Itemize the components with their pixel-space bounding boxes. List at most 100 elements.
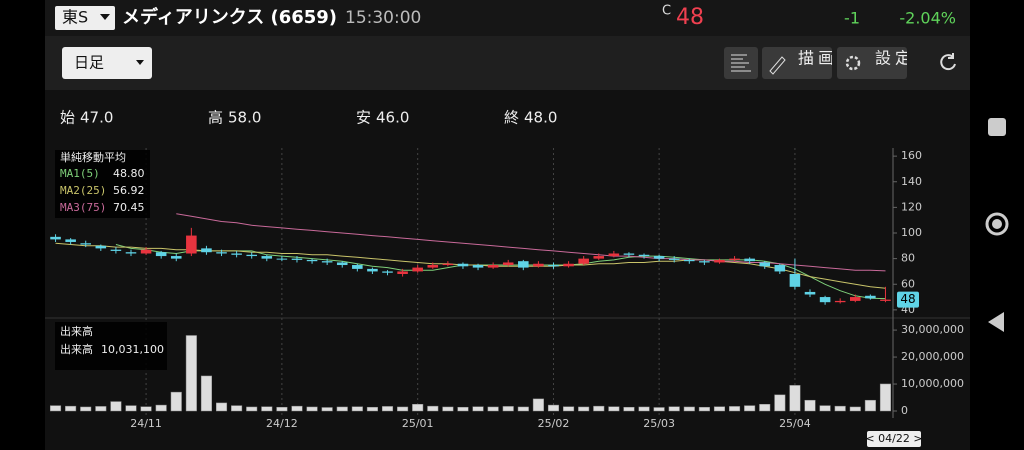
candle-body: [442, 263, 454, 266]
volume-bar: [698, 406, 710, 412]
volume-bar: [774, 394, 786, 412]
candle-body: [216, 252, 227, 254]
legend-title: 単純移動平均: [60, 150, 126, 164]
ohlc-label: 始: [60, 109, 75, 127]
volume-bar: [502, 406, 514, 412]
nav-back[interactable]: [988, 312, 1004, 332]
nav-recents[interactable]: [988, 118, 1006, 136]
ohlc-value: 58.0: [228, 109, 261, 127]
gear-icon: [845, 55, 861, 71]
legend-name: MA1(5): [60, 167, 100, 180]
candle-body: [231, 253, 242, 255]
ohlc-value: 48.0: [524, 109, 557, 127]
volume-bar: [185, 335, 197, 412]
volume-bar: [759, 404, 771, 412]
ohlc-label: 高: [208, 109, 223, 127]
volume-bar: [864, 399, 876, 412]
nav-home[interactable]: [985, 212, 1009, 236]
candle-body: [548, 265, 559, 267]
candle-body: [261, 256, 273, 259]
market-dropdown[interactable]: [55, 6, 115, 30]
candle-body: [155, 252, 167, 257]
candle-body: [170, 256, 182, 259]
candle-body: [865, 295, 876, 299]
candle-body: [472, 265, 484, 268]
volume-bar: [668, 406, 680, 412]
volume-legend-name: 出来高: [60, 342, 93, 356]
candle-body: [668, 258, 680, 260]
x-tick-label: 25/02: [538, 417, 570, 430]
candle-body: [502, 262, 514, 266]
volume-bar: [593, 405, 605, 412]
volume-bar: [80, 406, 92, 412]
candle-body: [593, 256, 605, 259]
volume-bar: [231, 405, 243, 412]
candle-body: [427, 265, 439, 268]
candle-body: [140, 249, 152, 254]
y-tick-label: 80: [901, 252, 915, 265]
chart-background: [45, 90, 970, 450]
price: 48: [676, 5, 704, 30]
volume-bar: [819, 405, 831, 412]
volume-tick-label: 0: [901, 404, 908, 417]
settings-label: 設定: [875, 49, 915, 68]
volume-bar: [65, 405, 77, 412]
volume-bar: [306, 406, 318, 412]
candle-body: [321, 261, 333, 263]
change-pct: -2.04%: [899, 9, 956, 28]
volume-bar: [744, 405, 756, 412]
candle-body: [65, 239, 76, 242]
y-tick-label: 60: [901, 277, 915, 290]
ohlc-value: 47.0: [80, 109, 113, 127]
volume-bar: [638, 406, 650, 412]
volume-bar: [683, 406, 695, 412]
candle-body: [291, 258, 303, 260]
candle-body: [352, 265, 363, 269]
candle-body: [638, 254, 650, 257]
candle-body: [699, 261, 710, 263]
volume-bar: [457, 406, 469, 412]
y-tick-label: 140: [901, 175, 922, 188]
volume-bar: [472, 406, 484, 412]
ohlc-label: 終: [504, 109, 519, 127]
volume-bar: [110, 401, 122, 412]
volume-bar: [427, 405, 439, 412]
candle-body: [729, 258, 740, 260]
volume-bar: [578, 406, 590, 412]
candle-body: [487, 265, 499, 268]
candle-body: [246, 254, 257, 257]
legend-name: MA3(75): [60, 201, 106, 214]
refresh-button[interactable]: [940, 53, 956, 71]
candle-body: [819, 297, 831, 303]
indicator-icon: [731, 54, 751, 72]
volume-legend-bg: [55, 322, 167, 370]
volume-bar: [95, 406, 107, 412]
volume-bar: [517, 406, 529, 412]
candle-body: [382, 271, 393, 273]
volume-bar: [351, 406, 363, 412]
volume-bar: [200, 375, 212, 412]
y-tick-label: 100: [901, 226, 922, 239]
legend-value: 70.45: [113, 201, 145, 214]
settings-button[interactable]: 設定: [837, 47, 915, 79]
candle-body: [80, 243, 92, 245]
volume-tick-label: 10,000,000: [901, 377, 964, 390]
volume-tick-label: 20,000,000: [901, 350, 964, 363]
candle-body: [306, 259, 318, 262]
moving-average-line: [115, 244, 886, 300]
candle-body: [608, 253, 620, 257]
period-dropdown[interactable]: [62, 47, 152, 79]
volume-bar: [321, 407, 333, 412]
candle-body: [880, 299, 891, 301]
volume-bar: [366, 406, 378, 412]
market: 東S: [62, 8, 88, 27]
dropdown-arrow: [136, 60, 144, 65]
volume-bar: [336, 406, 348, 412]
draw-button[interactable]: 描画: [762, 47, 838, 79]
candle-body: [110, 249, 122, 251]
legend-bg: [55, 150, 150, 218]
candle-body: [186, 235, 197, 254]
volume-bar: [789, 385, 801, 412]
